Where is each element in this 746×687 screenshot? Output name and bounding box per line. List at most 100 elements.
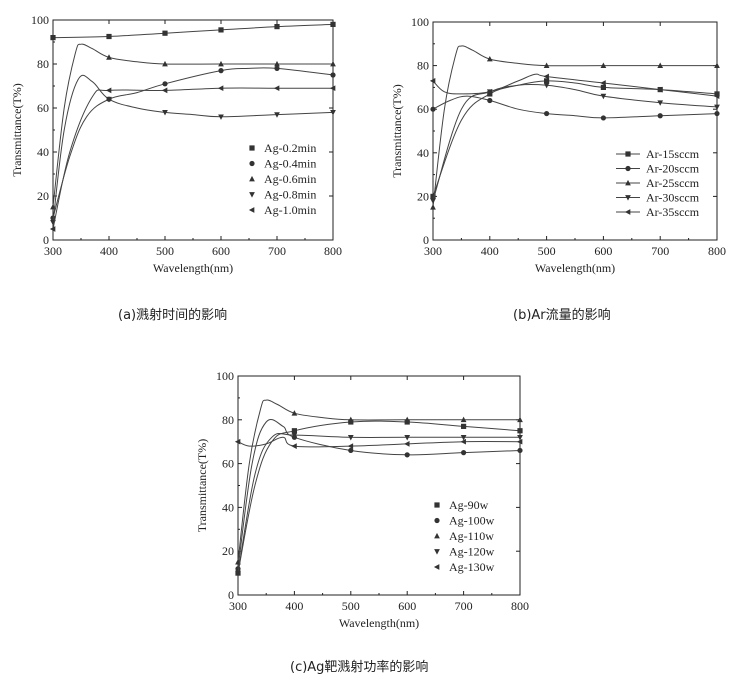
legend-marker: [625, 151, 631, 157]
data-point: [162, 60, 168, 67]
data-point: [404, 441, 410, 447]
y-tick-label: 100: [411, 15, 429, 29]
data-point: [404, 416, 411, 423]
y-tick-label: 20: [37, 189, 49, 203]
series-line: [237, 436, 521, 448]
x-tick-label: 500: [538, 244, 556, 258]
legend-marker: [625, 179, 631, 186]
data-point: [517, 428, 523, 434]
data-point: [714, 91, 720, 97]
x-tick-label: 400: [100, 244, 118, 258]
data-point: [106, 54, 112, 60]
series-Ag-0.6min: [50, 43, 336, 210]
legend: Ar-15sccmAr-20sccmAr-25sccmAr-30sccmAr-3…: [616, 147, 700, 219]
series-Ar-25sccm: [430, 45, 720, 210]
data-point: [274, 65, 280, 71]
data-point: [235, 570, 241, 577]
data-point: [162, 30, 168, 36]
data-point: [714, 110, 720, 117]
legend-marker: [625, 195, 631, 201]
data-point: [430, 198, 436, 204]
caption-b: (b)Ar流量的影响: [513, 308, 611, 323]
data-point: [291, 443, 297, 449]
data-point: [486, 88, 493, 95]
y-tick-label: 0: [43, 233, 49, 247]
legend-label: Ar-30sccm: [646, 191, 700, 205]
y-tick-label: 60: [417, 102, 429, 116]
data-point: [218, 114, 224, 120]
data-point: [657, 86, 663, 93]
series-Ag-0.4min: [50, 65, 336, 221]
chart-a: 300 400 500 600 700 800 0 20 40 60 80 100 Wavelength…: [10, 13, 342, 275]
y-tick-label: 80: [37, 57, 49, 71]
y-tick-label: 0: [228, 588, 234, 602]
data-point: [543, 62, 550, 68]
data-point: [162, 110, 168, 116]
data-point: [348, 447, 354, 454]
legend-marker: [248, 207, 255, 213]
data-point: [600, 115, 607, 121]
legend-label: Ar-15sccm: [646, 147, 700, 161]
legend-label: Ag-0.4min: [264, 157, 316, 171]
series-line: [52, 87, 333, 230]
data-point: [430, 106, 436, 112]
legend-marker: [249, 192, 255, 198]
data-point: [543, 82, 550, 89]
data-point: [487, 97, 493, 104]
series-Ar-30sccm: [430, 82, 720, 204]
y-axis-label: Transmittance(T%): [390, 84, 404, 178]
data-point: [516, 438, 523, 445]
legend-marker: [434, 532, 440, 539]
legend-marker: [625, 165, 631, 172]
legend-marker: [433, 564, 440, 570]
data-point: [330, 60, 336, 67]
series-Ag-120w: [235, 432, 523, 577]
x-tick-label: 800: [324, 244, 342, 258]
legend-label: Ar-25sccm: [646, 176, 700, 190]
x-tick-label: 300: [44, 244, 62, 258]
chart-c: 300 400 500 600 700 800 0 20 40 60 80 100 Wavelength…: [195, 369, 529, 630]
series-Ag-100w: [235, 418, 523, 572]
series-Ag-130w: [234, 436, 523, 449]
legend-label: Ag-120w: [449, 545, 495, 559]
data-point: [713, 93, 720, 99]
x-tick-label: 600: [398, 599, 416, 613]
y-tick-label: 100: [31, 13, 49, 27]
series-line: [52, 74, 334, 223]
data-point: [430, 204, 436, 210]
y-tick-label: 20: [222, 544, 234, 558]
y-tick-label: 80: [417, 59, 429, 73]
x-axis-label: Wavelength(nm): [339, 616, 419, 630]
series-line: [52, 23, 334, 39]
data-point: [600, 93, 607, 100]
data-point: [49, 226, 56, 232]
data-point: [274, 24, 280, 30]
x-tick-label: 400: [481, 244, 499, 258]
data-point: [347, 416, 354, 423]
data-point: [347, 434, 354, 441]
legend-label: Ar-35sccm: [646, 205, 700, 219]
y-tick-label: 0: [423, 233, 429, 247]
data-point: [657, 62, 664, 68]
data-point: [460, 416, 467, 423]
data-point: [544, 78, 550, 84]
data-point: [291, 428, 297, 434]
data-point: [517, 416, 523, 423]
data-point: [460, 438, 466, 445]
series-Ar-35sccm: [429, 73, 720, 99]
legend-label: Ag-0.6min: [264, 172, 316, 186]
data-point: [50, 215, 56, 221]
data-point: [161, 87, 168, 94]
legend-label: Ag-0.8min: [264, 188, 316, 202]
data-point: [291, 410, 298, 416]
data-point: [218, 27, 224, 33]
data-point: [429, 78, 436, 84]
data-point: [657, 100, 664, 106]
data-point: [105, 87, 112, 94]
legend-marker: [434, 517, 440, 524]
series-line: [237, 432, 520, 574]
data-point: [430, 193, 436, 199]
y-axis-label: Transmittance(T%): [10, 83, 24, 177]
